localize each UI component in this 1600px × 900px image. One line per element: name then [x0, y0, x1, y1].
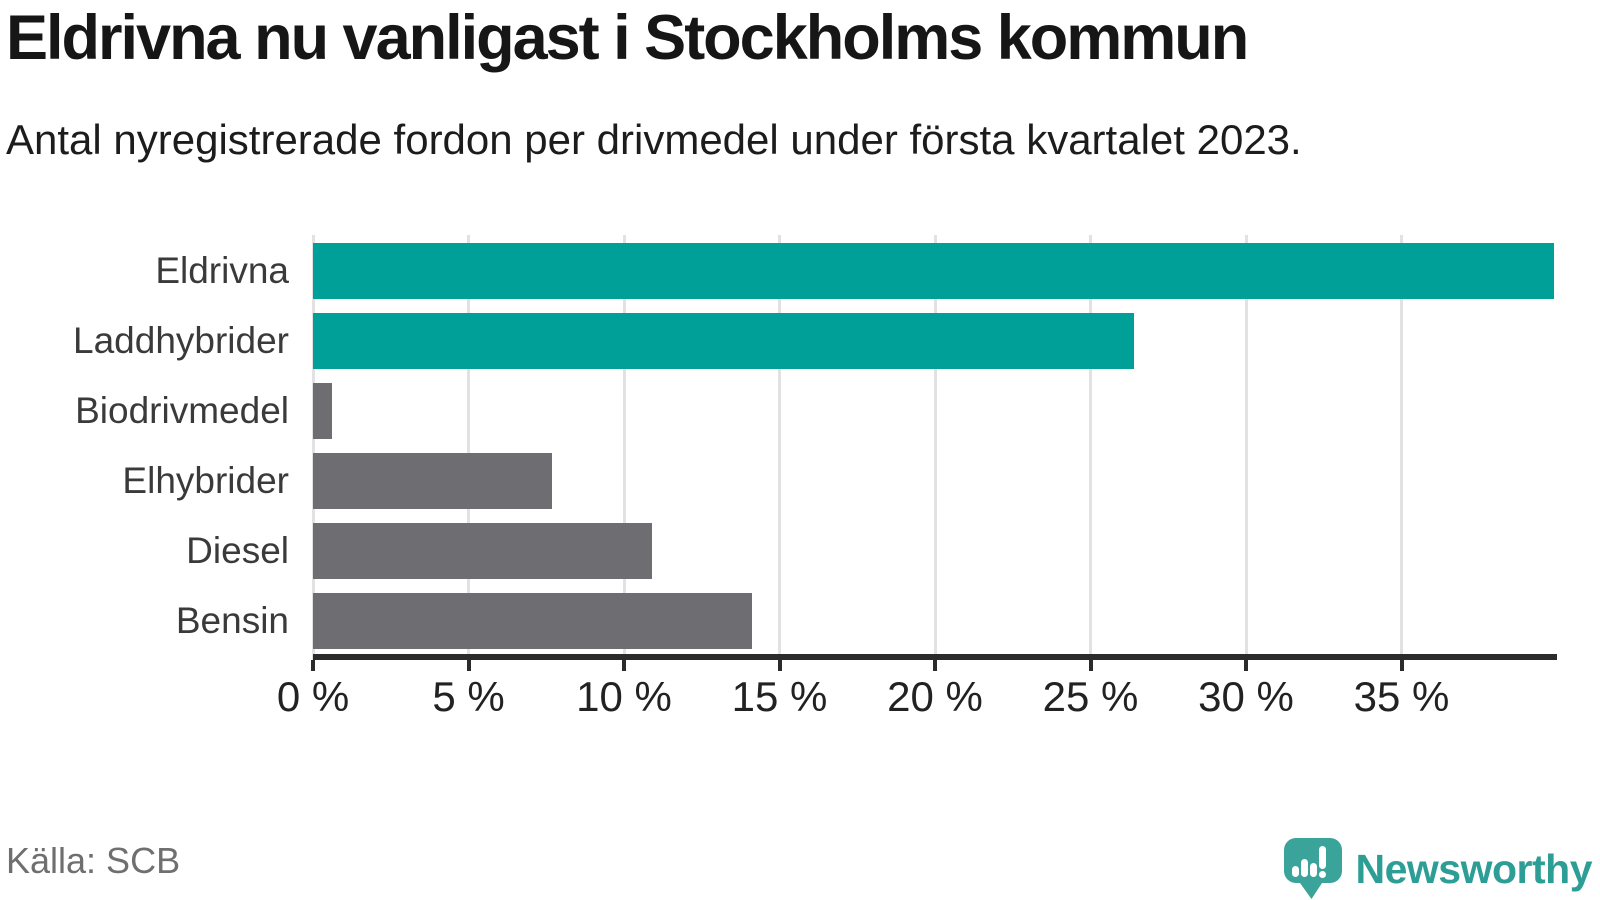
gridline-15 [778, 235, 781, 660]
x-tick-20 [933, 660, 937, 671]
x-tick-15 [777, 660, 782, 671]
x-tick-label-10: 10 % [576, 673, 672, 720]
x-tick-label-20: 20 % [887, 673, 983, 720]
x-tick-label-15: 15 % [731, 673, 828, 720]
x-tick-label-5: 5 % [432, 673, 505, 720]
bar-bensin [313, 593, 752, 649]
gridline-35 [1400, 235, 1403, 660]
x-tick-label-30: 30 % [1198, 673, 1294, 720]
category-label-bensin: Bensin [175, 600, 289, 641]
x-tick-35 [1399, 660, 1404, 671]
newsworthy-bubble-icon [1283, 838, 1342, 899]
x-tick-label-35: 35 % [1353, 673, 1450, 720]
bar-diesel [313, 523, 652, 579]
gridline-30 [1244, 235, 1248, 660]
category-label-eldrivna: Eldrivna [155, 250, 289, 291]
x-tick-0 [311, 660, 315, 671]
gridline-5 [467, 235, 470, 660]
x-tick-25 [1088, 660, 1093, 671]
brand-name: Newsworthy [1355, 845, 1593, 892]
chart-subtitle: Antal nyregistrerade fordon per drivmede… [6, 116, 1302, 163]
x-axis-line [313, 654, 1557, 660]
category-label-laddhybrider: Laddhybrider [73, 320, 289, 361]
x-tick-10 [622, 660, 626, 671]
gridline-20 [933, 235, 937, 660]
x-tick-5 [466, 660, 471, 671]
source-note: Källa: SCB [6, 840, 181, 881]
category-label-diesel: Diesel [186, 530, 289, 571]
x-tick-label-0: 0 % [276, 673, 350, 720]
gridline-10 [622, 235, 626, 660]
bar-biodrivmedel [313, 383, 332, 439]
chart-title: Eldrivna nu vanligast i Stockholms kommu… [6, 3, 1249, 73]
bar-elhybrider [313, 453, 553, 509]
bar-eldrivna [313, 243, 1554, 299]
category-label-elhybrider: Elhybrider [122, 460, 289, 501]
gridline-25 [1089, 235, 1092, 660]
bar-laddhybrider [313, 313, 1135, 369]
x-tick-30 [1244, 660, 1248, 671]
brand-logo: Newsworthy [1283, 838, 1593, 900]
gridline-0 [311, 235, 315, 660]
category-label-biodrivmedel: Biodrivmedel [75, 390, 289, 431]
x-tick-label-25: 25 % [1042, 673, 1139, 720]
